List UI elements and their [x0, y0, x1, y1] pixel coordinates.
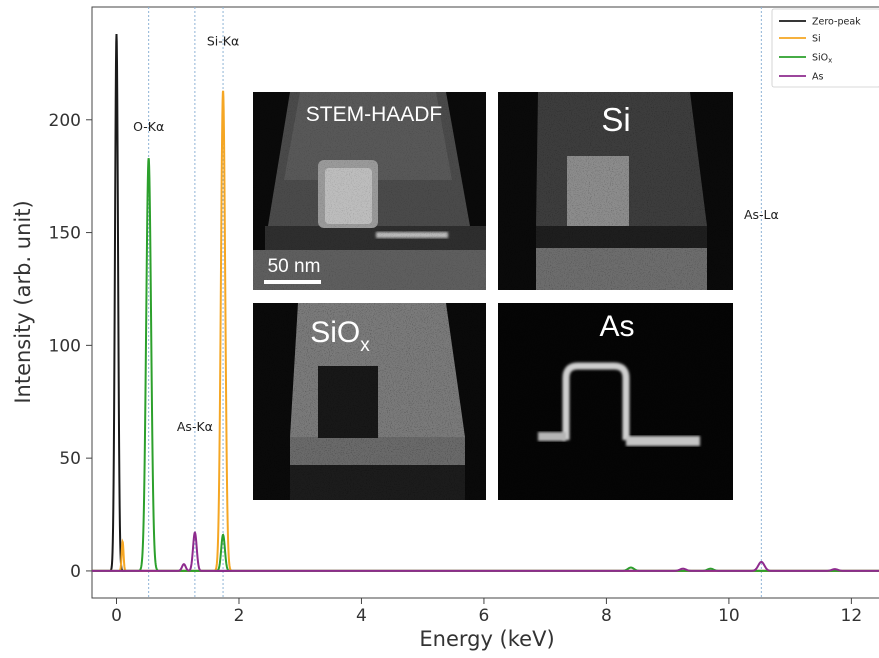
legend-label-siox-sub: x [828, 57, 832, 65]
inset-as-label: As [599, 310, 634, 343]
axis-ticks: 0 2 4 6 8 10 12 0 50 100 150 200 [49, 111, 863, 626]
inset-stem-haadf: STEM-HAADF 50 nm [253, 92, 486, 290]
inset-stem-noise [253, 92, 486, 290]
inset-si-map: Si [498, 92, 733, 290]
inset-siox-noise [253, 303, 486, 500]
x-tick-label-6: 12 [841, 606, 863, 626]
inset-siox-label: SiOx [310, 316, 370, 356]
inset-as-gate-outline [562, 362, 630, 440]
legend-label-siox: SiOx [812, 53, 832, 65]
y-tick-label-0: 0 [70, 562, 81, 582]
y-tick-label-3: 150 [49, 224, 81, 244]
peak-label-0: O-Kα [133, 119, 164, 134]
legend-label-si: Si [812, 34, 821, 45]
inset-as-map: As [498, 303, 733, 500]
inset-stem-label: STEM-HAADF [306, 103, 443, 126]
legend-label-as: As [812, 72, 823, 83]
inset-as-left-band [538, 432, 566, 441]
inset-as-noise [498, 303, 733, 500]
inset-siox-map: SiOx [253, 303, 486, 500]
inset-si-label: Si [601, 101, 630, 138]
y-tick-label-1: 50 [59, 449, 81, 469]
y-axis-title: Intensity (arb. unit) [11, 200, 35, 403]
y-tick-label-2: 100 [49, 336, 81, 356]
x-axis-title: Energy (keV) [419, 627, 554, 651]
series-layer [92, 34, 879, 572]
reference-lines [148, 7, 762, 598]
inset-siox-label-main: SiO [310, 316, 360, 349]
inset-as-right-band [626, 436, 700, 446]
y-tick-label-4: 200 [49, 111, 81, 131]
inset-siox-label-sub: x [360, 335, 370, 356]
inset-stem-scale-bar [264, 280, 321, 284]
series-line-as [92, 531, 879, 572]
x-tick-label-5: 10 [718, 606, 740, 626]
legend-box [771, 8, 879, 88]
inset-stem-scale-label: 50 nm [268, 256, 321, 277]
peak-label-3: As-Lα [744, 207, 779, 222]
x-tick-label-4: 8 [601, 606, 612, 626]
legend: Zero-peak Si SiOx As [771, 8, 879, 88]
x-tick-label-0: 0 [111, 606, 122, 626]
peak-label-1: As-Kα [177, 419, 213, 434]
peak-labels: O-Kα As-Kα Si-Kα As-Lα [133, 33, 779, 434]
legend-label-zero-peak: Zero-peak [812, 17, 861, 28]
inset-si-noise [498, 92, 733, 290]
peak-label-2: Si-Kα [207, 33, 239, 48]
x-tick-label-1: 2 [234, 606, 245, 626]
x-tick-label-3: 6 [479, 606, 490, 626]
x-tick-label-2: 4 [356, 606, 367, 626]
legend-label-siox-main: SiO [812, 53, 828, 64]
